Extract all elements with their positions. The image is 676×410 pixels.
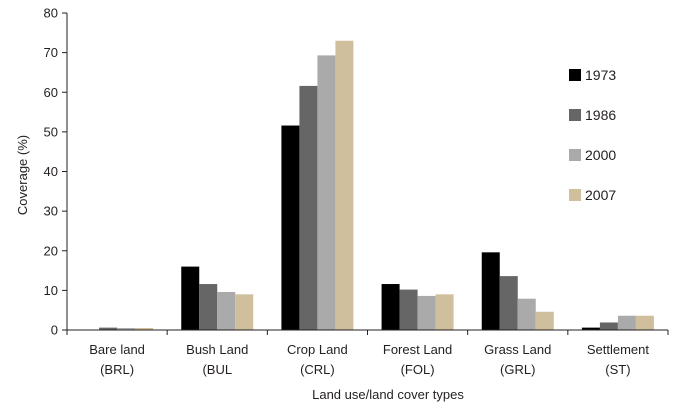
legend: 1973 1986 2000 2007 (569, 67, 616, 203)
bar-2000 (518, 299, 536, 330)
y-axis-label: Coverage (%) (15, 135, 30, 215)
bar-2000 (618, 316, 636, 330)
x-category-code: (GRL) (500, 362, 535, 377)
legend-label: 1986 (585, 107, 616, 123)
legend-swatch (569, 109, 581, 121)
legend-label: 2000 (585, 147, 616, 163)
bar-1973 (181, 267, 199, 330)
bar-2000 (317, 55, 335, 330)
x-axis: Bare land (BRL) Bush Land (BUL Crop Land (CRL… (67, 330, 668, 377)
bar-2000 (217, 292, 235, 330)
x-category-label: Forest Land (383, 342, 452, 357)
bar-2007 (235, 294, 253, 330)
legend-label: 2007 (585, 187, 616, 203)
bar-1973 (281, 126, 299, 330)
bar-1973 (382, 284, 400, 330)
bar-1986 (400, 290, 418, 330)
y-tick-label: 80 (44, 6, 58, 21)
legend-label: 1973 (585, 67, 616, 83)
x-category-label: Grass Land (484, 342, 551, 357)
x-category-code: (ST) (605, 362, 630, 377)
y-tick-label: 10 (44, 283, 58, 298)
bar-2007 (636, 316, 654, 330)
x-category-code: (BRL) (100, 362, 134, 377)
legend-swatch (569, 189, 581, 201)
bar-2000 (418, 296, 436, 330)
y-tick-label: 40 (44, 164, 58, 179)
legend-swatch (569, 149, 581, 161)
bars (81, 41, 654, 330)
bar-1986 (199, 284, 217, 330)
legend-swatch (569, 69, 581, 81)
bar-2007 (335, 41, 353, 330)
bar-1986 (299, 86, 317, 330)
y-tick-label: 30 (44, 204, 58, 219)
bar-1986 (600, 322, 618, 330)
y-tick-label: 70 (44, 45, 58, 60)
x-category-label: Settlement (587, 342, 650, 357)
x-category-code: (BUL (202, 362, 232, 377)
x-category-label: Crop Land (287, 342, 348, 357)
y-tick-label: 0 (51, 323, 58, 338)
x-category-code: (FOL) (401, 362, 435, 377)
bar-2007 (536, 312, 554, 330)
x-category-label: Bush Land (186, 342, 248, 357)
x-axis-label: Land use/land cover types (312, 387, 464, 402)
x-category-code: (CRL) (300, 362, 335, 377)
bar-1973 (482, 252, 500, 330)
y-axis-ticks: 0 10 20 30 40 50 60 70 80 (44, 6, 67, 338)
y-tick-label: 20 (44, 243, 58, 258)
y-tick-label: 60 (44, 85, 58, 100)
bar-1986 (500, 276, 518, 330)
y-tick-label: 50 (44, 124, 58, 139)
bar-2007 (436, 294, 454, 330)
x-category-label: Bare land (89, 342, 145, 357)
